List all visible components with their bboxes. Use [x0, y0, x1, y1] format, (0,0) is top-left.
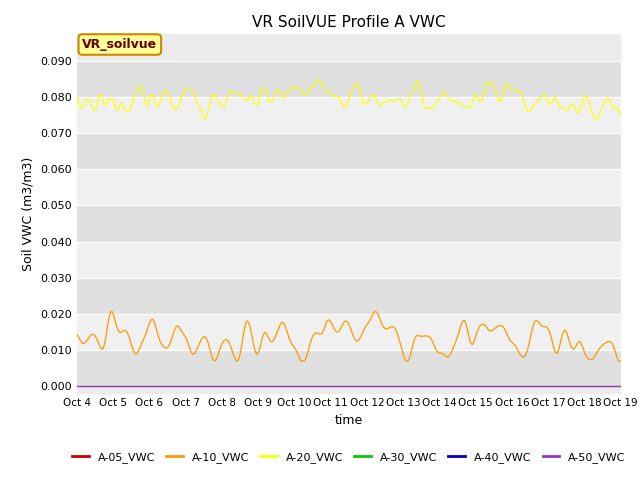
X-axis label: time: time: [335, 414, 363, 427]
Bar: [77, 241, 621, 278]
Legend: A-05_VWC, A-10_VWC, A-20_VWC, A-30_VWC, A-40_VWC, A-50_VWC: A-05_VWC, A-10_VWC, A-20_VWC, A-30_VWC, …: [68, 447, 630, 467]
Title: VR SoilVUE Profile A VWC: VR SoilVUE Profile A VWC: [252, 15, 445, 30]
Bar: [77, 61, 621, 97]
Y-axis label: Soil VWC (m3/m3): Soil VWC (m3/m3): [22, 156, 35, 271]
Bar: [77, 314, 621, 350]
Bar: [77, 278, 621, 314]
Bar: [77, 133, 621, 169]
Bar: [77, 350, 621, 386]
Text: VR_soilvue: VR_soilvue: [82, 38, 157, 51]
Bar: [77, 97, 621, 133]
Bar: [77, 169, 621, 205]
Bar: [77, 205, 621, 241]
